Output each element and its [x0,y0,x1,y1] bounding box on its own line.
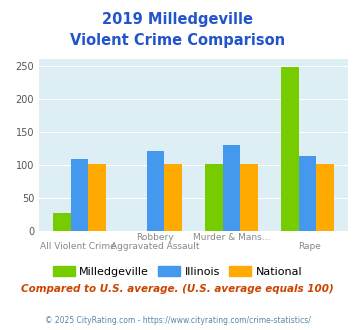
Bar [282,67,299,231]
Text: Compared to U.S. average. (U.S. average equals 100): Compared to U.S. average. (U.S. average … [21,284,334,294]
Bar [316,164,334,231]
Text: All Violent Crime: All Violent Crime [40,242,115,250]
Text: 2019 Milledgeville: 2019 Milledgeville [102,12,253,26]
Bar [164,164,182,231]
Bar [147,151,164,231]
Bar [299,156,316,231]
Bar [71,159,88,231]
Text: © 2025 CityRating.com - https://www.cityrating.com/crime-statistics/: © 2025 CityRating.com - https://www.city… [45,316,310,325]
Bar [53,213,71,231]
Text: Rape: Rape [298,242,321,250]
Bar [205,164,223,231]
Text: Murder & Mans...: Murder & Mans... [193,233,271,242]
Legend: Milledgeville, Illinois, National: Milledgeville, Illinois, National [48,261,307,281]
Text: Robbery: Robbery [136,233,174,242]
Bar [88,164,105,231]
Bar [223,145,240,231]
Bar [240,164,258,231]
Text: Violent Crime Comparison: Violent Crime Comparison [70,33,285,48]
Text: Aggravated Assault: Aggravated Assault [111,242,199,250]
